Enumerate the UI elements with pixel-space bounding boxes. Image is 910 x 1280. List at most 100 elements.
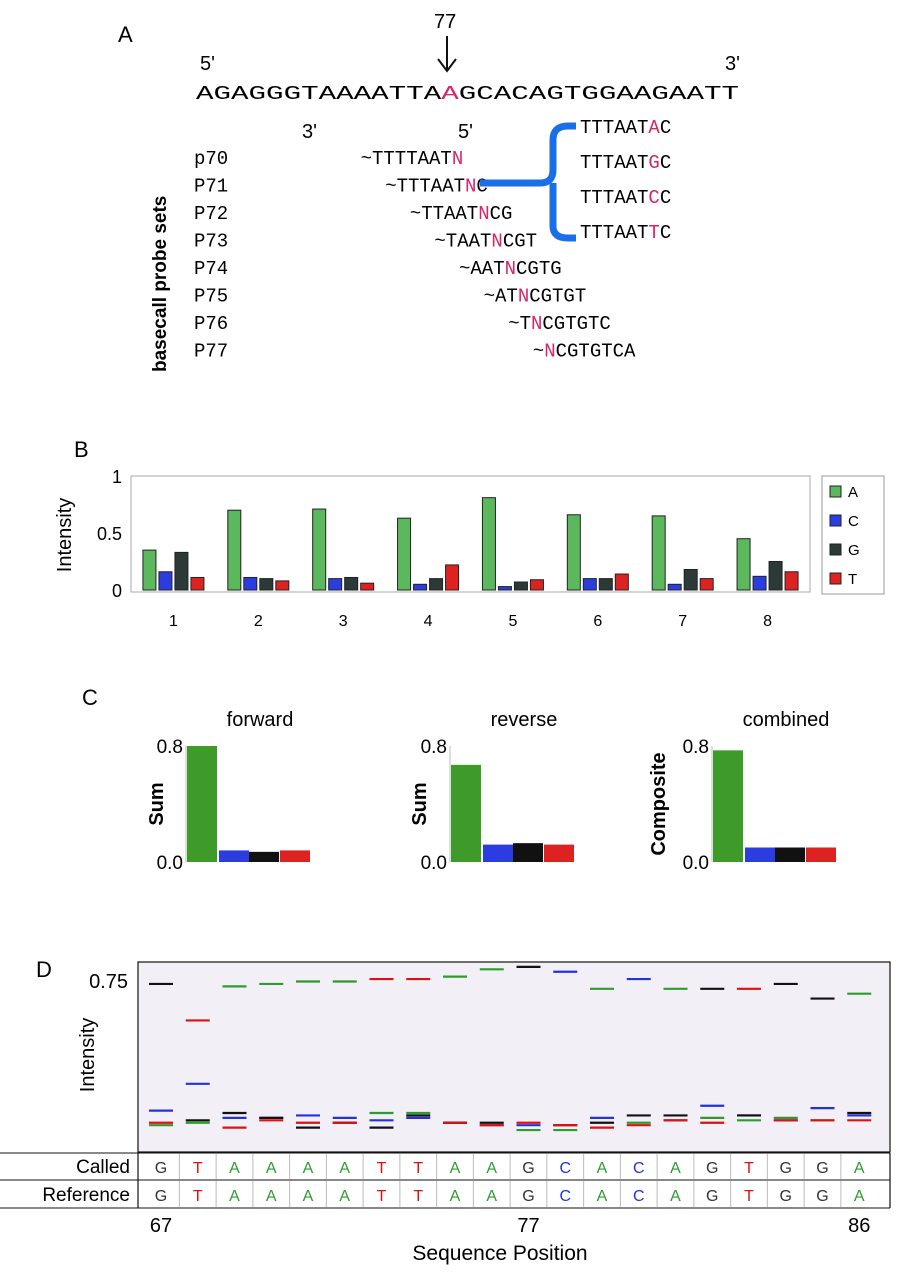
panel-d-label: D (36, 957, 52, 982)
b-bar-C-3 (328, 578, 343, 591)
target-left: AGAGGGTAAAATTA (196, 83, 442, 105)
probe-suffix: CGTGT (529, 286, 586, 308)
b-bar-G-6 (598, 578, 613, 591)
expanded-prefix: TTTAAT (580, 222, 648, 244)
b-bar-C-1 (158, 571, 173, 591)
c-chart-forward: forward Sum 0.8 0.0 (146, 709, 310, 874)
probe-prefix: ~T (508, 313, 531, 335)
called-base: A (597, 1160, 608, 1177)
reference-base: A (597, 1188, 608, 1205)
b-legend-swatch-T (829, 572, 842, 585)
expanded-suffix: C (660, 117, 671, 139)
d-x-tick-label: 77 (517, 1215, 539, 1237)
b-legend-swatch-C (829, 514, 842, 527)
b-bar-G-5 (513, 581, 528, 591)
b-bar-T-1 (190, 576, 205, 591)
d-marks (149, 965, 872, 1132)
b-bar-C-5 (497, 586, 512, 591)
c-y-axis-label: Composite (648, 752, 670, 855)
c-bar-T (280, 850, 310, 862)
c-bar-A (713, 750, 743, 862)
b-legend-label: T (848, 571, 857, 588)
called-base: A (486, 1160, 497, 1177)
probe-query-base: N (531, 313, 542, 335)
reference-base: A (450, 1188, 461, 1205)
b-category-label: 5 (508, 613, 517, 630)
expanded-probe: TTTAATGC (580, 152, 671, 174)
target-3-prime: 3' (725, 53, 740, 75)
panel-c: C forwardSum0.80.0reverseSum0.80.0combin… (82, 685, 836, 874)
b-bar-A-8 (736, 538, 751, 591)
probe-sequence: ~TTTAATNC (385, 176, 488, 198)
b-bar-G-2 (259, 578, 274, 591)
b-legend-swatch-A (829, 485, 842, 498)
b-bar-G-7 (683, 568, 698, 591)
probe-query-base: N (452, 148, 463, 170)
b-bar-T-8 (784, 571, 799, 591)
called-base: A (339, 1160, 350, 1177)
d-x-tick-label: 86 (848, 1215, 870, 1237)
c-bar-C (745, 847, 775, 862)
b-bar-C-6 (582, 578, 597, 591)
expanded-base: T (648, 222, 659, 244)
reference-base: A (303, 1188, 314, 1205)
called-base: A (854, 1160, 865, 1177)
called-base: G (780, 1160, 792, 1177)
reference-base: C (633, 1188, 645, 1205)
target-5-prime: 5' (200, 53, 215, 75)
reference-base: A (854, 1188, 865, 1205)
probe-set-name: P76 (194, 313, 228, 335)
called-base: C (633, 1160, 645, 1177)
c-y-tick-label: 0.8 (421, 737, 447, 758)
reference-base: C (559, 1188, 571, 1205)
b-category-labels: 1 2 3 4 5 6 7 8 (169, 613, 772, 630)
probe-sequence: ~TAATNCGT (434, 231, 537, 253)
called-base: A (229, 1160, 240, 1177)
b-bar-G-8 (768, 561, 783, 591)
c-y-tick-label: 0.0 (157, 853, 183, 874)
panel-c-label: C (82, 685, 98, 710)
expanded-suffix: C (660, 222, 671, 244)
b-bar-A-4 (397, 517, 412, 591)
reference-base: G (780, 1188, 792, 1205)
probe-sequence: ~ATNCGTGT (484, 286, 587, 308)
b-bar-A-1 (142, 549, 157, 591)
b-bar-T-5 (529, 579, 544, 591)
expanded-base: A (648, 117, 660, 139)
b-bar-G-4 (429, 578, 444, 591)
b-plot-frame (130, 475, 811, 593)
called-base: G (816, 1160, 828, 1177)
reference-base: G (155, 1188, 167, 1205)
reference-base: A (339, 1188, 350, 1205)
called-base: T (377, 1160, 387, 1177)
reference-base: A (229, 1188, 240, 1205)
called-base: A (450, 1160, 461, 1177)
c-bar-A (187, 746, 217, 862)
probe-query-base: N (544, 341, 555, 363)
b-y-ticks: 00.51 (97, 467, 122, 601)
called-base: A (303, 1160, 314, 1177)
expanded-prefix: TTTAAT (580, 152, 648, 174)
b-bar-C-4 (413, 583, 428, 591)
target-sequence: AGAGGGTAAAATTA A GCACAGTGGAAGAATT (196, 83, 739, 105)
b-legend-label: G (848, 542, 860, 559)
probe-sequence: ~TNCGTGTC (508, 313, 611, 335)
called-row-label: Called (76, 1157, 130, 1178)
b-bar-T-2 (275, 580, 290, 591)
probe-prefix: ~TTTTAAT (361, 148, 452, 170)
expanded-probe: TTTAATAC (580, 117, 671, 139)
c-y-tick-label: 0.0 (683, 853, 709, 874)
b-legend-swatch-G (829, 543, 842, 556)
c-chart-title: combined (743, 709, 830, 731)
b-category-label: 3 (339, 613, 348, 630)
probe-prefix: ~TAAT (434, 231, 491, 253)
called-base: C (559, 1160, 571, 1177)
d-x-tick-label: 67 (150, 1215, 172, 1237)
b-category-label: 4 (424, 613, 433, 630)
b-bar-C-8 (752, 575, 767, 591)
reference-row-label: Reference (42, 1185, 130, 1206)
probe-5-prime: 5' (458, 121, 473, 143)
probe-suffix: CGT (503, 231, 537, 253)
